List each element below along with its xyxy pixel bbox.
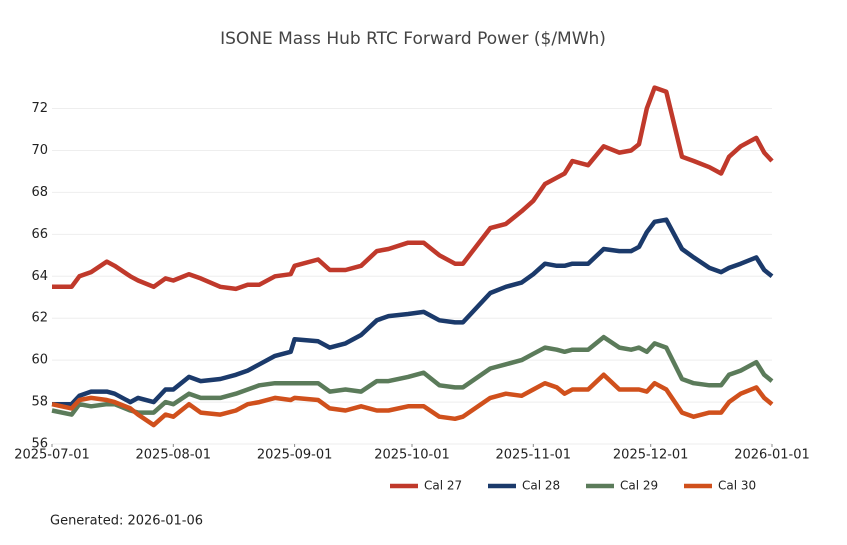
x-tick-label: 2026-01-01 (734, 448, 810, 463)
x-tick-label: 2025-09-01 (257, 448, 333, 463)
series-line (51, 334, 774, 417)
series-line (51, 372, 774, 428)
y-tick-label: 62 (31, 311, 48, 326)
y-tick-label: 70 (31, 143, 48, 158)
y-tick-label: 72 (31, 101, 48, 116)
legend-label: Cal 28 (522, 479, 560, 493)
series-line (52, 85, 774, 292)
y-tick-label: 58 (31, 395, 48, 410)
x-tick-label: 2025-11-01 (496, 448, 572, 463)
legend-label: Cal 30 (718, 479, 756, 493)
y-tick-label: 60 (31, 353, 48, 368)
y-tick-label: 68 (31, 185, 48, 200)
series-line (52, 217, 774, 407)
y-tick-label: 66 (31, 227, 48, 242)
footer: Generated: 2026-01-06 (50, 514, 203, 529)
y-tick-label: 56 (31, 437, 48, 452)
chart-title: ISONE Mass Hub RTC Forward Power ($/MWh) (220, 29, 606, 49)
y-tick-label: 64 (31, 269, 48, 284)
legend-label: Cal 27 (424, 479, 462, 493)
legend-label: Cal 29 (620, 479, 658, 493)
x-tick-label: 2025-10-01 (374, 448, 450, 463)
x-tick-label: 2025-08-01 (136, 448, 212, 463)
x-tick-label: 2025-07-01 (14, 448, 90, 463)
x-tick-label: 2025-12-01 (613, 448, 689, 463)
